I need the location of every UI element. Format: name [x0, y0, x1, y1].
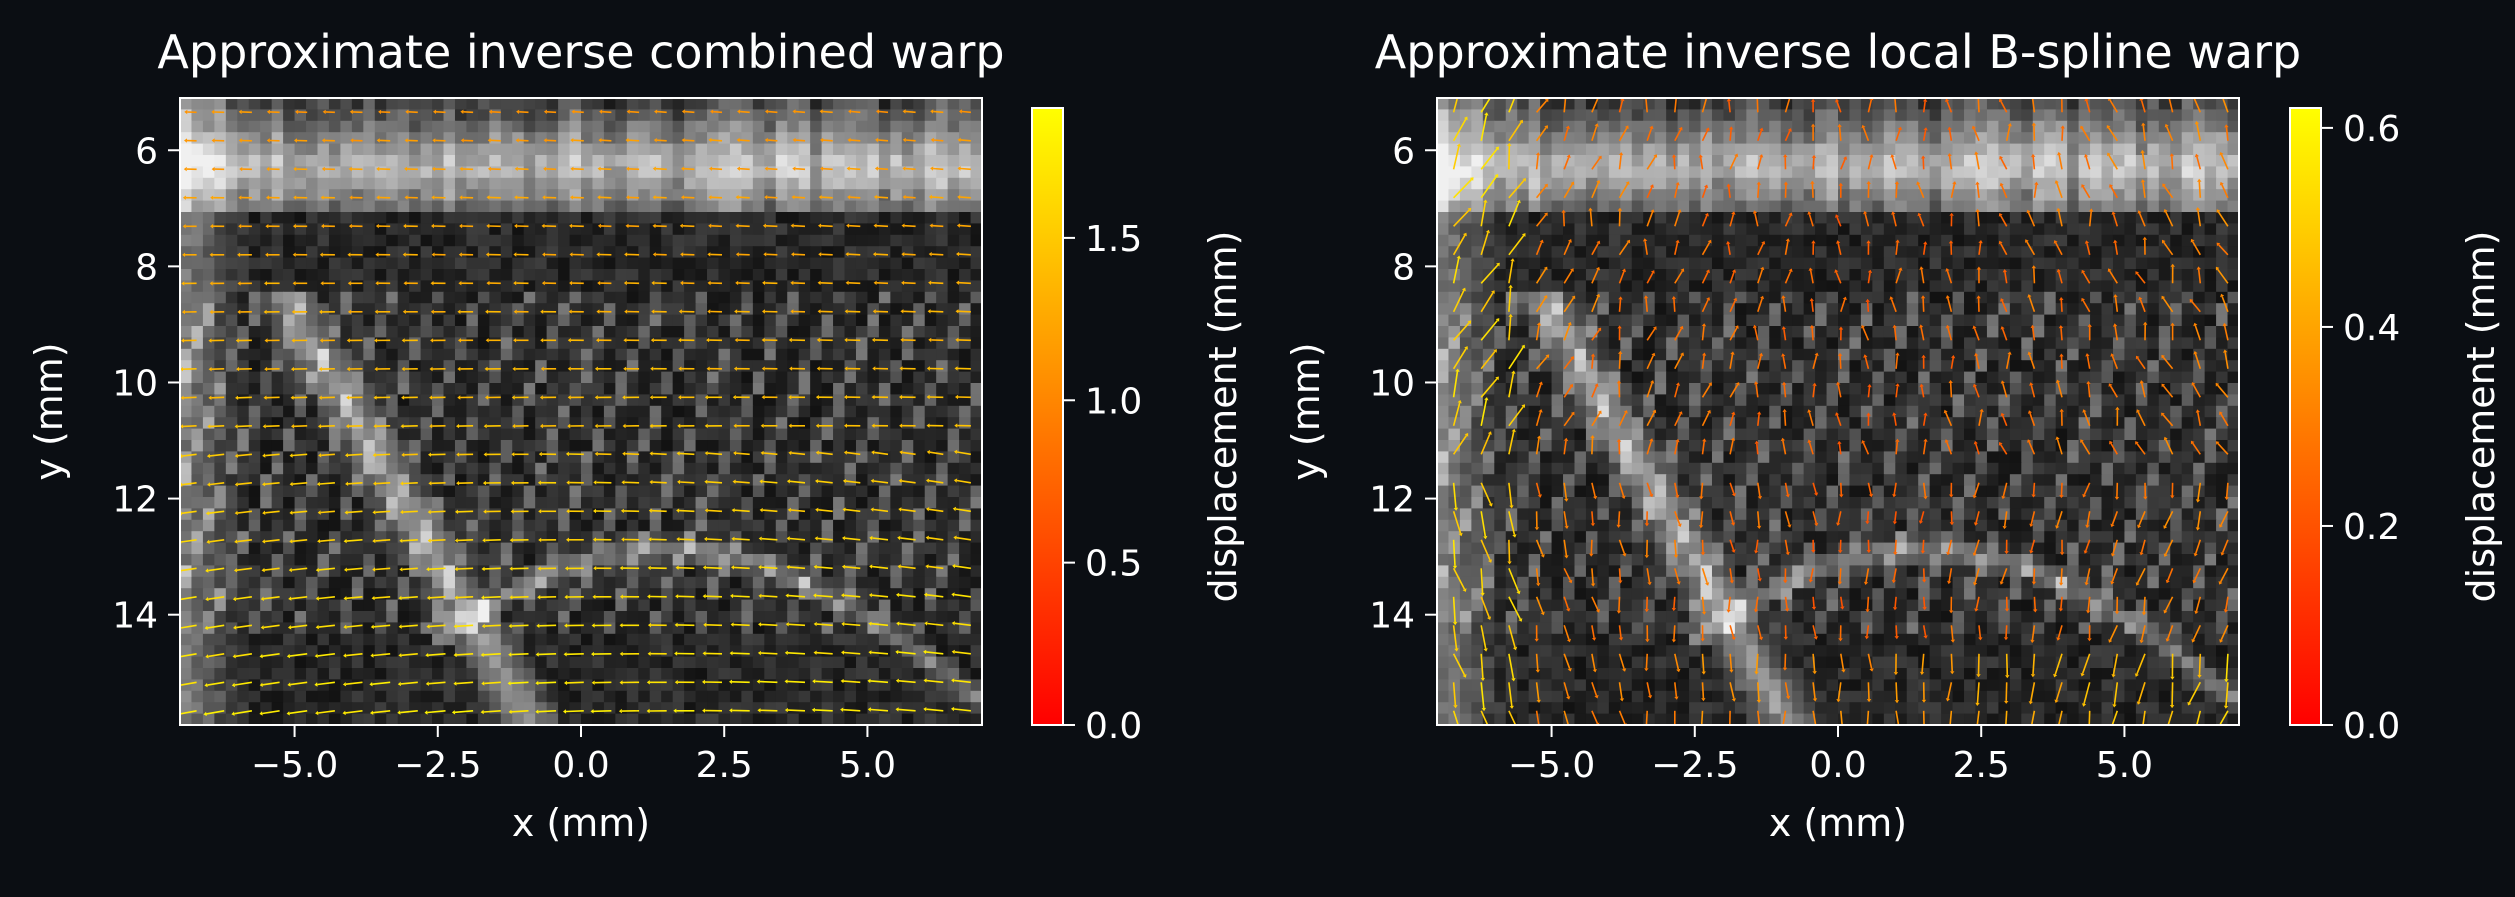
y-axis-label: y (mm) — [27, 342, 71, 480]
colorbar-tick-label: 0.0 — [1085, 706, 1142, 747]
colorbar-tick-label: 0.4 — [2343, 308, 2400, 349]
colorbar-label: displacement (mm) — [2459, 231, 2503, 603]
x-tick-label: 0.0 — [552, 745, 609, 786]
y-tick-label: 10 — [112, 363, 158, 404]
x-tick-label: 5.0 — [2096, 745, 2153, 786]
y-tick-label: 14 — [1369, 596, 1415, 637]
colorbar-tick-label: 0.5 — [1085, 544, 1142, 585]
y-tick-label: 6 — [135, 131, 158, 172]
x-tick-label: 0.0 — [1809, 745, 1866, 786]
ultrasound-image — [180, 98, 982, 725]
chart-title: Approximate inverse local B-spline warp — [1375, 25, 2301, 79]
panel-1: Approximate inverse combined warp −5.0 −2.… — [27, 25, 1245, 845]
x-tick-label: 5.0 — [839, 745, 896, 786]
x-axis-label: x (mm) — [1769, 801, 1907, 845]
colorbar-tick-label: 0.6 — [2343, 109, 2400, 150]
x-tick-label: −5.0 — [1508, 745, 1595, 786]
x-tick-label: −2.5 — [394, 745, 481, 786]
x-tick-label: −5.0 — [251, 745, 338, 786]
displacement-vectors — [180, 109, 972, 717]
ultrasound-image — [1437, 98, 2239, 725]
y-tick-label: 12 — [1369, 480, 1415, 521]
panel-2: Approximate inverse local B-spline warp −… — [1284, 25, 2503, 845]
colorbar-tick-label: 0.2 — [2343, 507, 2400, 548]
colorbar-tick-label: 1.0 — [1085, 381, 1142, 422]
y-axis-label: y (mm) — [1284, 342, 1328, 480]
y-tick-label: 14 — [112, 596, 158, 637]
colorbar: 0.0 0.2 0.4 0.6 displacement (mm) — [2289, 107, 2503, 747]
x-tick-label: 2.5 — [1953, 745, 2010, 786]
x-tick-label: 2.5 — [696, 745, 753, 786]
colorbar-label: displacement (mm) — [1201, 231, 1245, 603]
colorbar: 0.0 0.5 1.0 1.5 displacement (mm) — [1031, 107, 1245, 747]
y-tick-label: 8 — [1392, 247, 1415, 288]
colorbar-tick-label: 1.5 — [1085, 219, 1142, 260]
x-axis-label: x (mm) — [512, 801, 650, 845]
colorbar-gradient — [1031, 107, 1064, 726]
x-tick-label: −2.5 — [1651, 745, 1738, 786]
y-tick-label: 10 — [1369, 363, 1415, 404]
y-tick-label: 6 — [1392, 131, 1415, 172]
y-tick-label: 8 — [135, 247, 158, 288]
colorbar-gradient — [2289, 107, 2322, 726]
displacement-vectors — [1452, 98, 2229, 725]
colorbar-tick-label: 0.0 — [2343, 706, 2400, 747]
y-tick-label: 12 — [112, 480, 158, 521]
chart-title: Approximate inverse combined warp — [157, 25, 1004, 79]
